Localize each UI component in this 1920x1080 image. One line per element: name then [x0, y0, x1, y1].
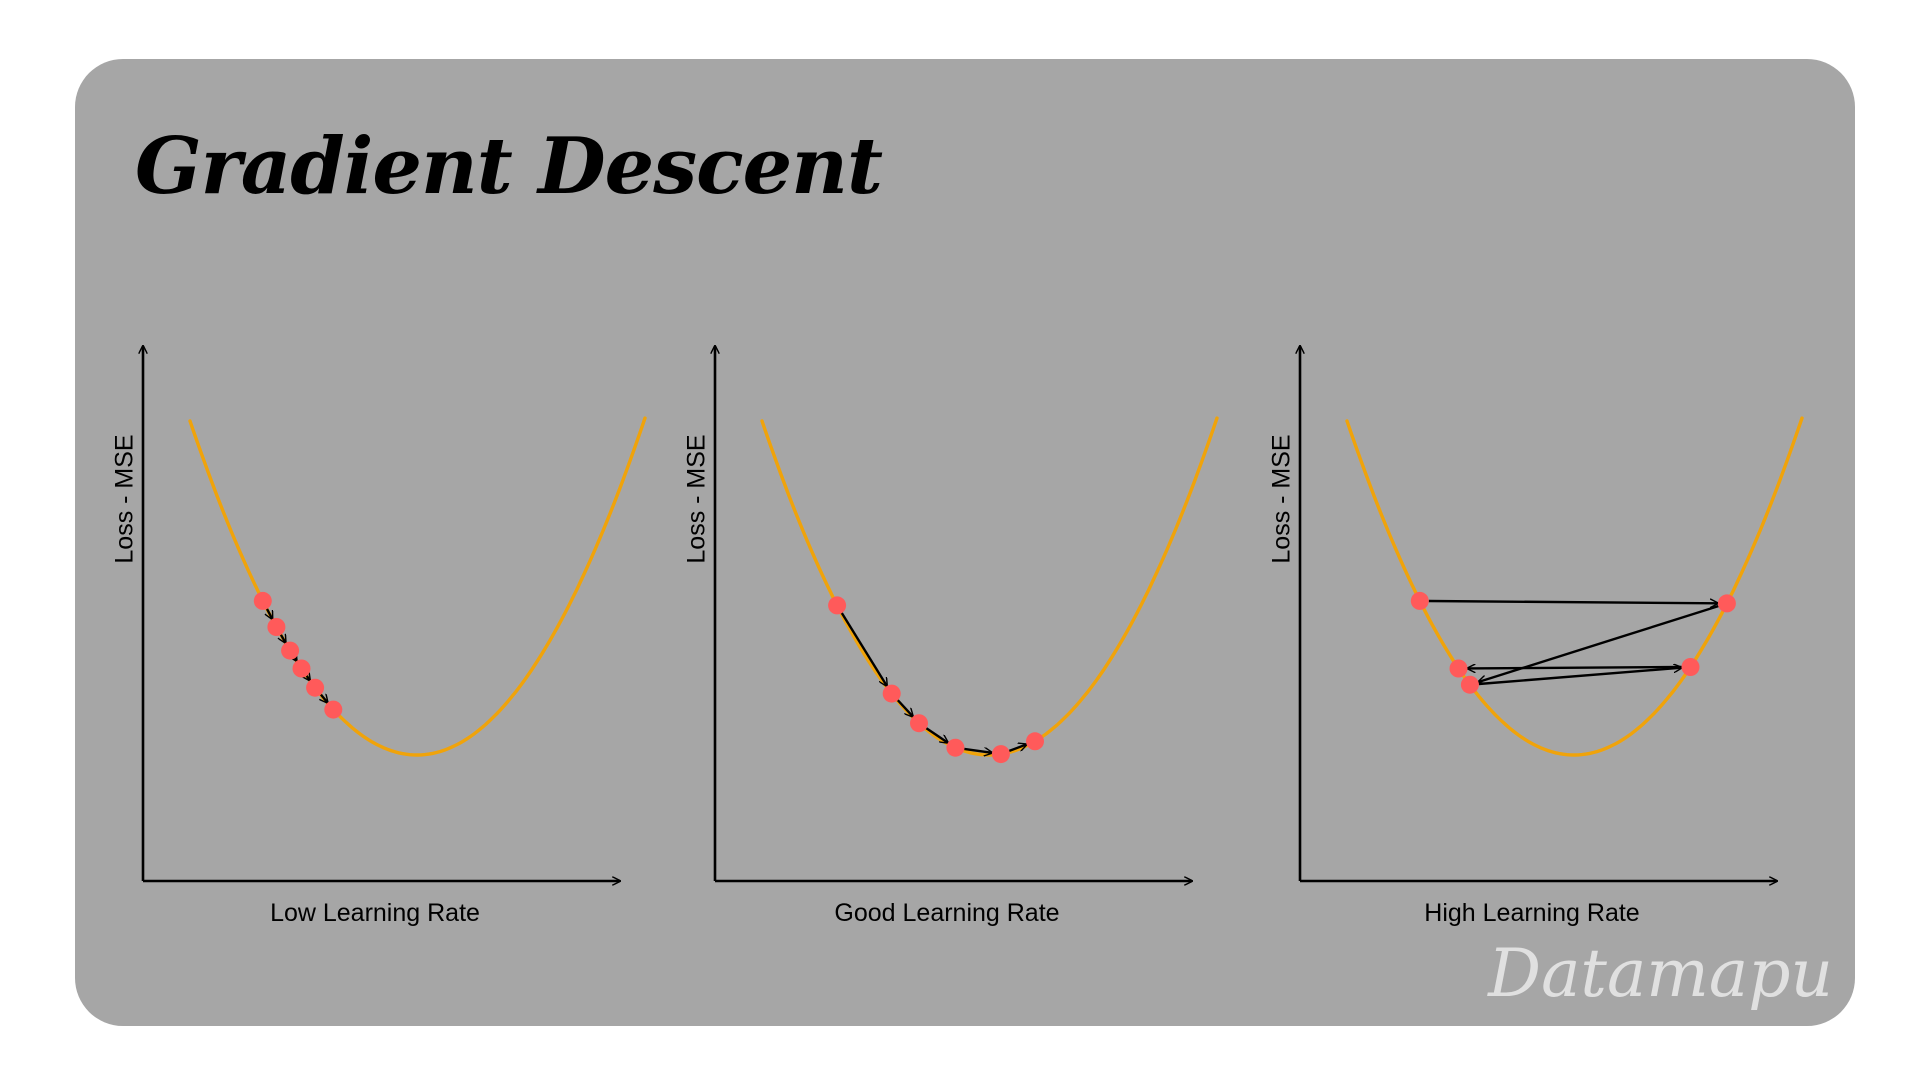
x-axis-label: Good Learning Rate	[834, 899, 1060, 927]
step-point	[828, 596, 847, 615]
step-point	[910, 714, 928, 733]
step-point	[1460, 675, 1479, 694]
step-point	[306, 678, 325, 697]
step-point	[946, 738, 965, 757]
step-arrow	[1478, 668, 1682, 686]
plot-good-learning-rate	[662, 339, 1219, 899]
step-point	[1449, 659, 1468, 678]
step-point	[281, 641, 300, 660]
step-point	[324, 700, 343, 719]
step-arrow	[321, 695, 328, 703]
x-axis-label: High Learning Rate	[1424, 899, 1640, 927]
step-arrow	[307, 676, 310, 681]
step-arrow	[840, 612, 887, 686]
step-point	[1717, 594, 1736, 613]
step-arrow	[925, 727, 948, 743]
panel-good-learning-rate: Loss - MSE Good Learning Rate	[662, 339, 1219, 959]
step-point	[991, 745, 1010, 764]
datamapu-watermark-logo: Datamapu	[1488, 935, 1833, 1012]
step-point	[1410, 591, 1429, 610]
step-arrow	[281, 635, 286, 643]
step-arrow	[295, 658, 297, 661]
step-arrow	[896, 699, 913, 716]
loss-curve	[760, 416, 1219, 757]
step-arrow	[1478, 604, 1719, 682]
plot-low-learning-rate	[90, 339, 647, 899]
loss-curve	[188, 416, 647, 757]
step-point	[1681, 658, 1700, 676]
step-point	[253, 591, 272, 610]
loss-curve	[1345, 416, 1804, 757]
step-arrow	[964, 749, 992, 753]
page-title: Gradient Descent	[135, 121, 883, 212]
gradient-descent-card: Gradient Descent Loss - MSE Low Learning…	[75, 59, 1855, 1026]
step-arrow	[1008, 744, 1026, 753]
panel-high-learning-rate: Loss - MSE High Learning Rate	[1247, 339, 1804, 959]
step-arrow	[1468, 667, 1682, 668]
plot-high-learning-rate	[1247, 339, 1804, 899]
step-arrow	[1428, 601, 1718, 603]
x-axis-label: Low Learning Rate	[270, 899, 480, 927]
step-point	[1026, 732, 1044, 751]
panel-low-learning-rate: Loss - MSE Low Learning Rate	[90, 339, 647, 959]
step-arrow	[267, 608, 272, 619]
step-point	[292, 659, 311, 678]
step-point	[267, 618, 286, 636]
step-point	[882, 684, 901, 703]
